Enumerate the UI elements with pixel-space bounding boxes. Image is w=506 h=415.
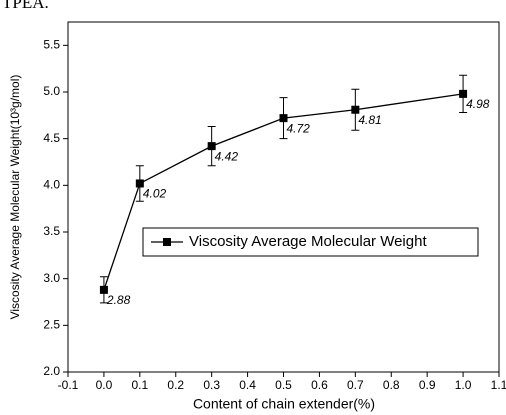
- marker: [351, 105, 360, 114]
- data-label: 4.81: [358, 113, 381, 127]
- x-axis-label: Content of chain extender(%): [193, 396, 375, 412]
- x-tick-label: 0.5: [275, 378, 292, 392]
- legend-marker: [163, 238, 171, 246]
- y-tick-label: 5.0: [43, 84, 60, 98]
- y-tick-label: 2.5: [43, 318, 60, 332]
- marker: [135, 179, 144, 188]
- legend-box: [142, 227, 479, 257]
- data-label: 4.98: [466, 97, 490, 111]
- legend: Viscosity Average Molecular Weight: [142, 227, 479, 257]
- x-tick-label: 1.1: [491, 378, 506, 392]
- marker: [99, 285, 108, 294]
- x-tick-label: 0.1: [131, 378, 148, 392]
- data-label: 4.72: [287, 121, 311, 135]
- y-tick-label: 4.5: [43, 131, 60, 145]
- x-tick-label: 0.9: [419, 378, 436, 392]
- x-tick-label: 0.2: [167, 378, 184, 392]
- legend-label: Viscosity Average Molecular Weight: [189, 233, 427, 250]
- plot-frame: [67, 21, 500, 373]
- series-line: [103, 93, 464, 291]
- x-tick-label: 0.6: [311, 378, 328, 392]
- y-tick-label: 5.5: [43, 38, 60, 52]
- x-tick-label: -0.1: [58, 378, 79, 392]
- y-tick-label: 3.0: [43, 271, 60, 285]
- marker: [459, 89, 468, 98]
- x-tick-label: 0.3: [203, 378, 220, 392]
- data-label: 4.02: [143, 187, 167, 201]
- data-label: 4.42: [215, 149, 239, 163]
- x-tick-label: 0.7: [347, 378, 364, 392]
- marker: [207, 142, 216, 151]
- page-text: TPEA.: [2, 0, 49, 12]
- x-tick-label: 0.8: [383, 378, 400, 392]
- x-tick-label: 1.0: [455, 378, 472, 392]
- y-tick-label: 3.5: [43, 224, 60, 238]
- marker: [279, 114, 288, 123]
- y-tick-label: 4.0: [43, 178, 60, 192]
- data-label: 2.88: [106, 293, 131, 307]
- y-tick-label: 2.0: [43, 364, 60, 378]
- y-axis-label: Viscosity Average Molecular Weight(10³g/…: [8, 75, 22, 320]
- x-tick-label: 0.0: [96, 378, 113, 392]
- x-tick-label: 0.4: [239, 378, 256, 392]
